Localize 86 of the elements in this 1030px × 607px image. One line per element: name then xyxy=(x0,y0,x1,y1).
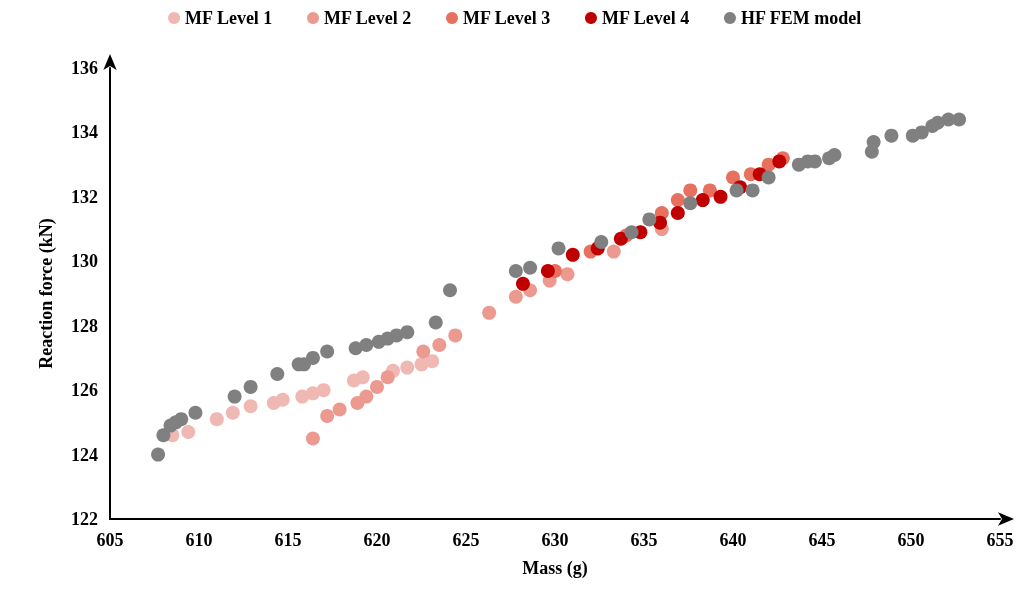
point xyxy=(227,389,242,404)
point xyxy=(683,183,698,198)
x-tick-label: 620 xyxy=(363,530,391,550)
x-tick-label: 625 xyxy=(452,530,480,550)
point xyxy=(683,196,698,211)
point xyxy=(565,247,580,262)
y-tick-label: 134 xyxy=(71,122,98,143)
point xyxy=(209,412,224,427)
x-tick-label: 655 xyxy=(986,530,1014,550)
point xyxy=(827,147,842,162)
point xyxy=(355,370,370,385)
legend-label: MF Level 3 xyxy=(463,8,551,28)
point xyxy=(359,338,374,353)
point xyxy=(425,354,440,369)
point xyxy=(508,289,523,304)
point xyxy=(624,225,639,240)
point xyxy=(305,431,320,446)
point xyxy=(380,370,395,385)
point xyxy=(560,267,575,282)
y-tick-label: 126 xyxy=(71,380,98,401)
legend-label: MF Level 1 xyxy=(185,8,273,28)
x-tick-label: 640 xyxy=(719,530,747,550)
point xyxy=(594,234,609,249)
point xyxy=(761,170,776,185)
point xyxy=(508,263,523,278)
point xyxy=(523,260,538,275)
point xyxy=(726,170,740,185)
legend-label: MF Level 4 xyxy=(601,8,690,28)
point xyxy=(359,389,374,404)
point xyxy=(174,412,189,427)
point xyxy=(515,276,530,291)
point xyxy=(952,112,967,127)
point xyxy=(642,212,657,227)
point xyxy=(884,128,899,143)
point xyxy=(551,241,566,256)
point xyxy=(432,338,447,353)
point xyxy=(428,315,443,330)
x-tick-label: 650 xyxy=(897,530,925,550)
point xyxy=(156,428,171,443)
point xyxy=(442,283,457,298)
point xyxy=(606,244,621,259)
legend-label: HF FEM model xyxy=(740,8,862,28)
point xyxy=(305,350,320,365)
point xyxy=(613,231,628,246)
point xyxy=(866,135,881,150)
x-tick-label: 630 xyxy=(541,530,569,550)
x-tick-label: 615 xyxy=(274,530,302,550)
point xyxy=(400,325,415,340)
point xyxy=(745,183,760,198)
point xyxy=(670,205,685,220)
point xyxy=(370,379,384,394)
y-tick-label: 128 xyxy=(71,315,98,336)
x-tick-label: 645 xyxy=(808,530,836,550)
point xyxy=(320,408,335,423)
point xyxy=(416,344,431,359)
point xyxy=(540,263,555,278)
point xyxy=(332,402,347,417)
legend-label: MF Level 2 xyxy=(324,8,412,28)
x-tick-label: 605 xyxy=(96,530,124,550)
point xyxy=(243,399,258,414)
x-tick-label: 610 xyxy=(185,530,213,550)
x-axis-title: Mass (g) xyxy=(522,558,588,579)
point xyxy=(275,392,290,407)
point xyxy=(316,383,331,398)
point xyxy=(151,447,166,462)
y-tick-label: 122 xyxy=(71,509,98,529)
y-tick-label: 132 xyxy=(71,186,98,207)
point xyxy=(188,405,203,420)
point xyxy=(243,379,258,394)
point xyxy=(320,344,335,359)
y-tick-label: 130 xyxy=(71,251,98,272)
point xyxy=(225,405,240,420)
point xyxy=(670,193,685,208)
point xyxy=(448,328,463,343)
y-axis-title: Reaction force (kN) xyxy=(36,218,57,369)
y-tick-label: 136 xyxy=(71,58,98,78)
point xyxy=(482,305,497,320)
point xyxy=(270,367,285,382)
point xyxy=(914,125,929,140)
y-tick-label: 124 xyxy=(71,444,98,465)
point xyxy=(729,183,744,198)
x-tick-label: 635 xyxy=(630,530,658,550)
point xyxy=(695,193,710,208)
point xyxy=(713,189,728,204)
point xyxy=(400,360,415,375)
point xyxy=(181,425,196,440)
